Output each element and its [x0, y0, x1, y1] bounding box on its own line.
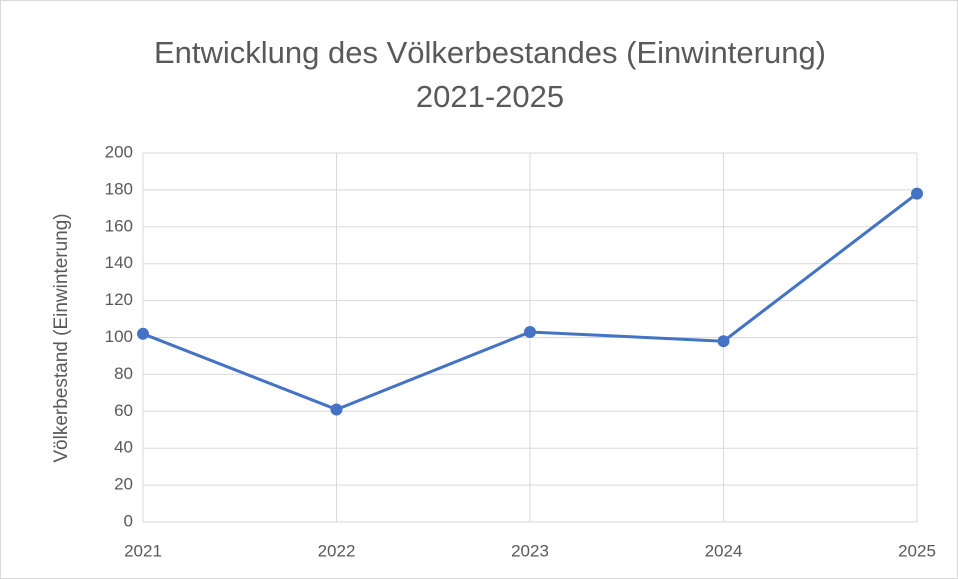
- chart-title: Entwicklung des Völkerbestandes (Einwint…: [154, 35, 826, 70]
- marker: [717, 335, 730, 348]
- y-tick-label: 60: [114, 401, 133, 420]
- y-tick-label: 20: [114, 475, 133, 494]
- x-tick-label: 2025: [898, 541, 936, 560]
- y-tick-label: 140: [105, 253, 133, 272]
- y-tick-label: 120: [105, 290, 133, 309]
- x-tick-label: 2023: [511, 541, 549, 560]
- marker: [911, 187, 923, 200]
- y-tick-label: 100: [105, 327, 133, 346]
- x-tick-label: 2022: [318, 541, 356, 560]
- y-axis-label: Völkerbestand (Einwinterung): [51, 213, 72, 462]
- y-tick-label: 180: [105, 179, 133, 198]
- y-tick-label: 40: [114, 438, 133, 457]
- marker: [524, 325, 536, 338]
- y-tick-label: 200: [105, 142, 133, 161]
- marker: [137, 327, 149, 340]
- y-tick-label: 0: [124, 511, 133, 530]
- x-tick-label: 2021: [124, 541, 162, 560]
- y-tick-label: 80: [114, 364, 133, 383]
- x-tick-label: 2024: [705, 541, 743, 560]
- y-tick-label: 160: [105, 216, 133, 235]
- marker: [330, 403, 343, 416]
- chart-title: 2021-2025: [416, 79, 564, 114]
